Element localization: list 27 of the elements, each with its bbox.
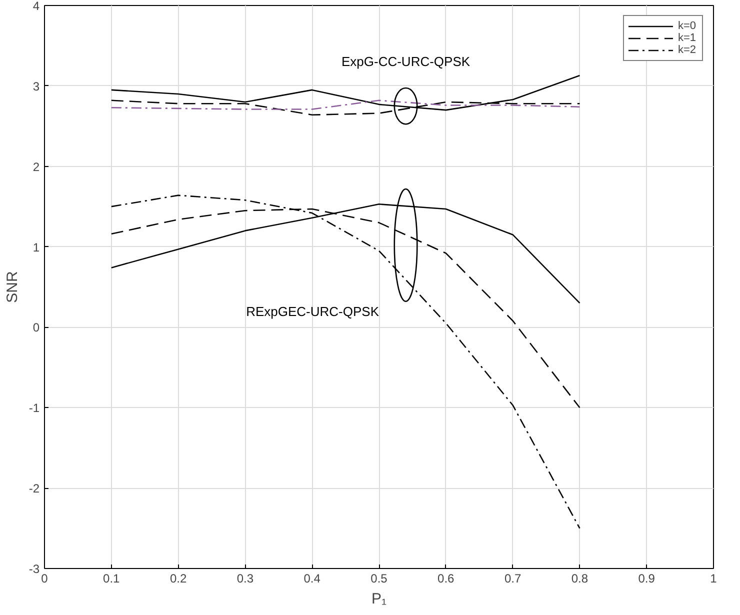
y-tick-label: 3 bbox=[32, 79, 40, 94]
annotation: RExpGEC-URC-QPSK bbox=[246, 304, 380, 319]
x-tick-label: 0.8 bbox=[571, 572, 588, 586]
x-axis-title: P₁ bbox=[371, 590, 387, 608]
y-tick-label: 0 bbox=[32, 320, 40, 335]
y-tick-label: 2 bbox=[32, 160, 40, 174]
legend-label: k=0 bbox=[678, 20, 698, 32]
x-tick-label: 0.3 bbox=[236, 572, 254, 586]
x-tick-label: 0.5 bbox=[370, 572, 388, 586]
x-tick-label: 0.4 bbox=[304, 572, 321, 586]
x-tick-label: 0.7 bbox=[504, 572, 522, 586]
x-tick-label: 0.9 bbox=[638, 572, 656, 586]
legend-label: k=2 bbox=[678, 44, 698, 56]
y-tick-label: -3 bbox=[28, 562, 40, 576]
x-tick-label: 0.6 bbox=[438, 572, 455, 586]
y-tick-label: -1 bbox=[28, 401, 40, 416]
legend-label: k=1 bbox=[678, 32, 698, 44]
x-tick-label: 0.2 bbox=[170, 572, 187, 586]
x-tick-label: 0 bbox=[41, 572, 48, 586]
y-axis-title: SNR bbox=[4, 271, 21, 303]
y-tick-label: 1 bbox=[32, 240, 40, 254]
y-tick-label: -2 bbox=[28, 482, 40, 496]
line-series bbox=[110, 100, 580, 110]
annotation: ExpG-CC-URC-QPSK bbox=[341, 54, 470, 69]
x-tick-label: 0.1 bbox=[103, 572, 120, 586]
x-tick-label: 1 bbox=[710, 572, 718, 586]
y-tick-label: 4 bbox=[32, 0, 40, 13]
